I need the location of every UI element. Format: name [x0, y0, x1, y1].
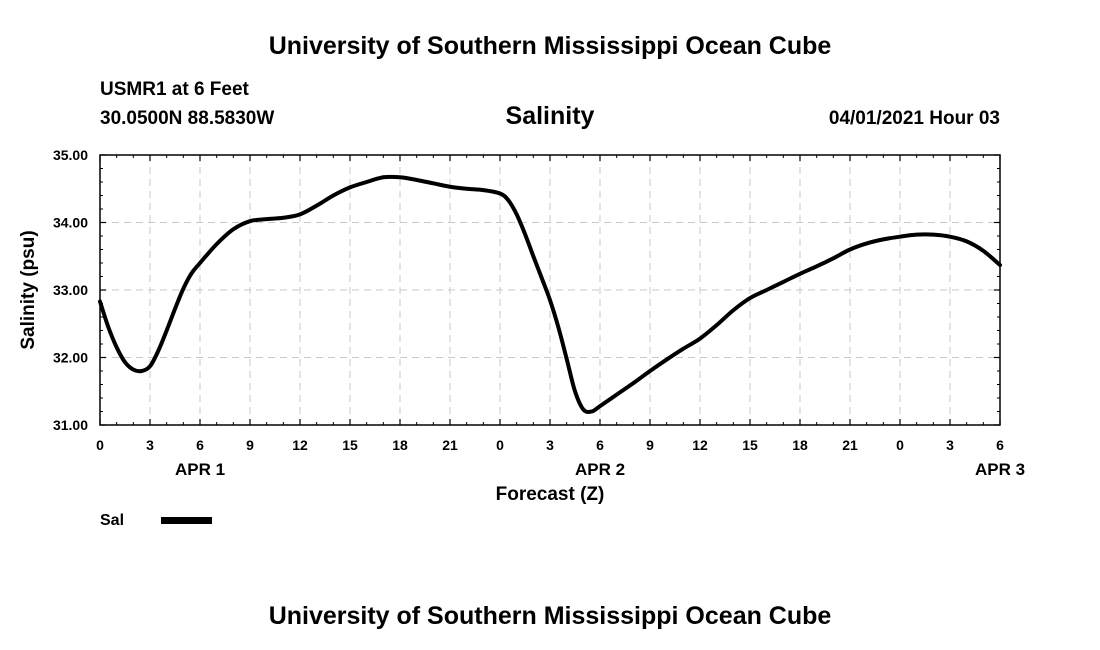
x-tick-label: 18: [792, 437, 808, 453]
x-tick-label: 6: [996, 437, 1004, 453]
x-tick-label: 6: [596, 437, 604, 453]
legend-swatch: [161, 517, 212, 524]
x-tick-label: 15: [742, 437, 758, 453]
x-tick-label: 9: [646, 437, 654, 453]
date-label: APR 2: [575, 460, 625, 479]
series-line-sal: [98, 174, 1002, 414]
x-tick-labels: 0 3 6 9 12 15 18 21 0 3 6 9 12 15 18 21 0 3 6: [96, 437, 1004, 453]
date-label: APR 3: [975, 460, 1025, 479]
y-tick-label: 31.00: [53, 417, 88, 433]
x-tick-label: 12: [292, 437, 308, 453]
page-title: University of Southern Mississippi Ocean…: [269, 32, 832, 60]
x-tick-label: 0: [96, 437, 104, 453]
forecast-datetime: 04/01/2021 Hour 03: [829, 108, 1000, 129]
x-tick-label: 3: [546, 437, 554, 453]
date-label: APR 1: [175, 460, 225, 479]
grid: [100, 155, 1000, 425]
x-tick-label: 0: [496, 437, 504, 453]
legend-label: Sal: [100, 512, 124, 529]
date-labels: APR 1 APR 2 APR 3: [175, 460, 1025, 479]
y-tick-label: 34.00: [53, 215, 88, 231]
x-tick-label: 12: [692, 437, 708, 453]
x-tick-label: 21: [842, 437, 858, 453]
x-axis-label: Forecast (Z): [496, 484, 605, 505]
footer-title: University of Southern Mississippi Ocean…: [269, 602, 832, 630]
y-tick-label: 35.00: [53, 147, 88, 163]
y-tick-label: 33.00: [53, 282, 88, 298]
y-tick-labels: 31.00 32.00 33.00 34.00 35.00: [53, 147, 88, 433]
y-axis-label: Salinity (psu): [18, 230, 39, 349]
station-coords: 30.0500N 88.5830W: [100, 108, 274, 129]
station-label: USMR1 at 6 Feet: [100, 79, 250, 100]
x-tick-label: 3: [946, 437, 954, 453]
x-tick-label: 3: [146, 437, 154, 453]
x-tick-label: 6: [196, 437, 204, 453]
x-tick-label: 21: [442, 437, 458, 453]
x-tick-label: 0: [896, 437, 904, 453]
x-tick-label: 9: [246, 437, 254, 453]
x-tick-label: 18: [392, 437, 408, 453]
y-tick-label: 32.00: [53, 350, 88, 366]
x-tick-label: 15: [342, 437, 358, 453]
chart-title: Salinity: [506, 102, 595, 130]
